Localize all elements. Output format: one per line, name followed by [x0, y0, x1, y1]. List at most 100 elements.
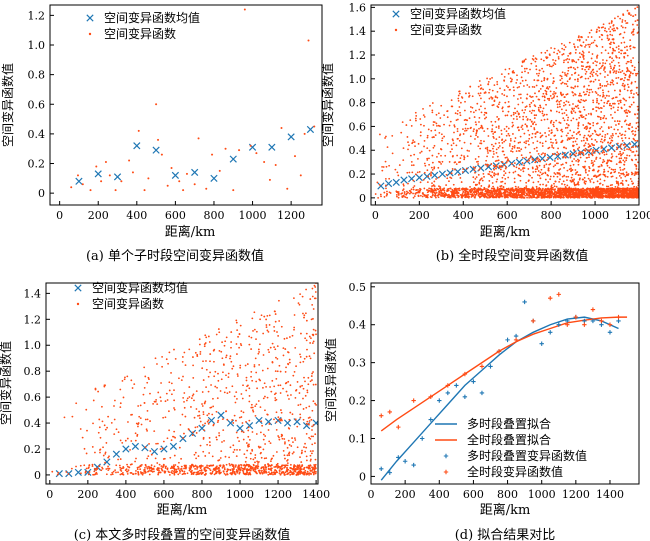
data-point — [566, 195, 569, 198]
legend-label: 空间变异函数均值 — [104, 10, 200, 25]
data-point — [485, 111, 488, 114]
data-point — [605, 94, 608, 97]
data-point — [486, 163, 489, 166]
data-point — [510, 150, 512, 152]
data-point — [514, 193, 517, 196]
data-point — [610, 139, 613, 142]
data-point — [547, 169, 550, 172]
data-point — [561, 187, 564, 190]
data-point — [579, 56, 582, 59]
data-point — [416, 191, 419, 194]
data-point — [83, 464, 86, 467]
data-point — [458, 187, 461, 190]
data-point — [605, 153, 608, 156]
mean-point — [210, 174, 218, 182]
data-point — [303, 314, 306, 317]
data-point — [599, 157, 602, 160]
data-point — [624, 137, 627, 139]
data-point — [524, 194, 527, 197]
data-point — [385, 187, 387, 190]
data-point — [130, 440, 133, 442]
data-point — [79, 464, 82, 467]
data-point — [456, 130, 459, 133]
data-point — [596, 70, 598, 73]
data-point — [426, 136, 429, 139]
data-point — [597, 186, 599, 189]
data-point — [388, 164, 391, 167]
data-point — [617, 76, 620, 79]
data-point — [533, 127, 536, 129]
data-point — [587, 134, 590, 137]
data-point — [300, 461, 303, 463]
data-point — [534, 132, 537, 135]
data-point — [602, 26, 604, 29]
data-point — [611, 38, 614, 41]
data-point — [384, 160, 387, 163]
data-point — [577, 127, 579, 130]
data-point — [412, 192, 414, 195]
data-point — [440, 191, 443, 194]
data-point — [597, 102, 600, 105]
data-point — [610, 41, 612, 44]
data-point — [459, 157, 462, 160]
data-point — [574, 111, 577, 114]
x-tick-label: 800 — [541, 209, 562, 222]
data-point — [543, 77, 546, 80]
data-point — [618, 120, 621, 123]
data-point — [540, 153, 543, 156]
data-point — [292, 441, 294, 444]
data-point — [499, 168, 502, 171]
data-point — [473, 169, 476, 171]
data-point — [217, 372, 219, 375]
data-point — [551, 97, 553, 100]
data-point — [634, 130, 637, 133]
data-point — [162, 440, 165, 443]
data-point — [553, 153, 555, 156]
data-point — [622, 168, 624, 171]
data-point — [445, 173, 448, 176]
data-point — [552, 196, 555, 199]
data-point — [601, 46, 604, 48]
data-point — [579, 94, 581, 97]
data-point — [622, 97, 625, 100]
data-point — [496, 178, 499, 181]
data-point — [526, 93, 529, 96]
data-point — [528, 134, 531, 136]
data-point — [474, 121, 477, 124]
data-point — [415, 188, 418, 191]
legend-label: 空间变异函数 — [410, 22, 482, 37]
data-point — [570, 190, 573, 193]
data-point — [484, 147, 487, 150]
data-point — [574, 78, 576, 81]
data-point — [528, 193, 531, 196]
data-point — [553, 95, 556, 97]
data-point — [396, 195, 398, 198]
data-point — [521, 156, 524, 159]
data-point — [420, 150, 423, 153]
data-point — [293, 314, 296, 316]
data-point — [307, 39, 310, 42]
data-point — [168, 381, 171, 384]
data-point — [412, 179, 415, 182]
data-point — [618, 157, 621, 160]
data-point — [211, 464, 214, 467]
data-point — [565, 100, 568, 103]
data-point — [143, 189, 146, 192]
data-point — [128, 159, 131, 162]
data-point — [537, 170, 540, 172]
data-point — [550, 184, 553, 187]
data-point — [513, 145, 516, 147]
data-point — [235, 343, 238, 345]
data-point — [575, 48, 577, 51]
data-point — [611, 61, 613, 64]
data-point — [528, 190, 531, 193]
data-point — [136, 468, 139, 471]
data-point — [446, 190, 449, 192]
data-point — [571, 173, 574, 176]
data-point — [577, 107, 580, 110]
series-0 — [75, 125, 315, 185]
data-point — [598, 36, 601, 38]
data-point — [616, 186, 619, 189]
data-point — [473, 196, 476, 199]
data-point — [205, 187, 208, 190]
